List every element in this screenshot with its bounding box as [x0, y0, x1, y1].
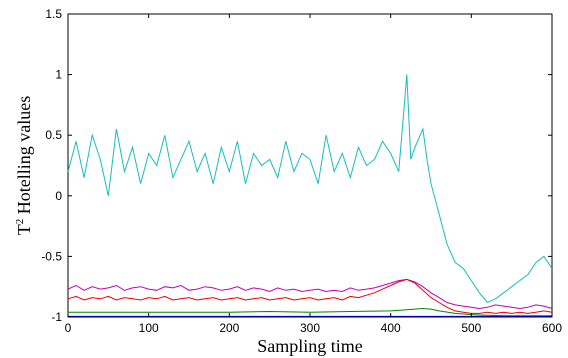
x-tick-label: 100 [139, 321, 159, 335]
y-tick-label: 1 [55, 68, 62, 82]
y-axis-title-superscript: 2 [14, 219, 26, 225]
y-tick-label: -0.5 [41, 249, 62, 263]
y-tick-label: 0.5 [45, 128, 62, 142]
series-line-1 [67, 74, 553, 304]
x-tick-label: 600 [542, 321, 562, 335]
plot-area-frame [67, 13, 553, 318]
x-tick-label: 200 [219, 321, 239, 335]
ticks-layer: 0 100 200 300 400 500 600 -1 -0.5 0 0.5 1 1.5 [41, 7, 562, 335]
y-tick-label: -1 [51, 310, 62, 324]
y-tick-label: 0 [55, 189, 62, 203]
y-axis-title-rest: Hotelling values [14, 96, 34, 219]
y-axis-title: T2 Hotelling values [14, 96, 34, 235]
x-tick-label: 400 [381, 321, 401, 335]
y-tick-label: 1.5 [45, 7, 62, 21]
x-tick-label: 500 [461, 321, 481, 335]
y-axis-title-base: T [14, 224, 34, 235]
x-tick-label: 300 [300, 321, 320, 335]
series-line-4 [68, 307, 552, 317]
x-tick-label: 0 [65, 321, 72, 335]
x-axis-title: Sampling time [257, 336, 363, 356]
series-line-2 [67, 278, 553, 310]
